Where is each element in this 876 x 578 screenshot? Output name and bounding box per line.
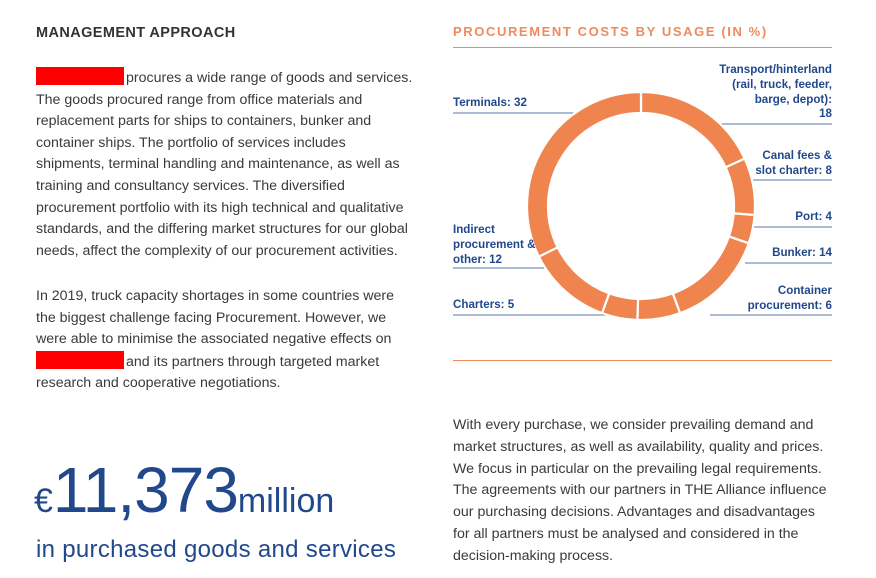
purchased-volume-figure: €11,373million (34, 458, 334, 522)
label-transport: Transport/hinterland (rail, truck, feede… (719, 63, 832, 122)
donut-slice-3 (671, 235, 751, 315)
redacted-company-name (36, 67, 124, 85)
label-charters: Charters: 5 (453, 298, 515, 311)
donut-slice-6 (537, 245, 611, 315)
purchased-volume-caption: in purchased goods and services (36, 536, 397, 563)
paragraph-1-text: procures a wide range of goods and servi… (36, 70, 413, 259)
donut-slice-1 (724, 157, 757, 217)
paragraph-procurement-scope: procures a wide range of goods and servi… (36, 67, 414, 262)
label-port: Port: 4 (795, 210, 832, 223)
label-transport-line-1: Transport/hinterland (719, 63, 832, 76)
donut-slice-4 (636, 291, 682, 322)
label-canal-line-2: slot charter: 8 (755, 163, 832, 177)
donut-slices (525, 90, 757, 322)
label-indirect: Indirect procurement & other: 12 (453, 223, 535, 267)
label-transport-line-4: 18 (819, 107, 832, 121)
label-transport-line-2: (rail, truck, feeder, (732, 77, 832, 91)
label-container-line-1: Container (777, 284, 832, 297)
label-terminals: Terminals: 32 (453, 96, 527, 109)
chart-top-rule (453, 47, 832, 48)
label-canal-line-1: Canal fees & (762, 149, 832, 162)
label-bunker: Bunker: 14 (772, 246, 832, 259)
currency-symbol: € (34, 482, 53, 520)
label-container-line-2: procurement: 6 (747, 298, 832, 312)
label-indirect-line-3: other: 12 (453, 252, 502, 266)
purchased-volume-unit: million (237, 482, 335, 520)
donut-slice-7 (525, 90, 643, 259)
label-transport-line-3: barge, depot): (754, 92, 832, 106)
paragraph-2-text-a: In 2019, truck capacity shortages in som… (36, 288, 395, 348)
purchased-volume-value: 11,373 (52, 454, 239, 526)
paragraph-2019-challenges: In 2019, truck capacity shortages in som… (36, 286, 414, 395)
chart-title: PROCUREMENT COSTS BY USAGE (IN %) (453, 24, 768, 39)
paragraph-purchasing-considerations: With every purchase, we consider prevail… (453, 417, 827, 564)
paragraph-2-text-b: and its partners through targeted market… (36, 353, 380, 392)
leader-lines (453, 112, 832, 316)
label-canal-fees: Canal fees & slot charter: 8 (755, 149, 832, 179)
section-title: MANAGEMENT APPROACH (36, 25, 236, 41)
redacted-company-name-2 (36, 350, 124, 369)
chart-bottom-rule (453, 360, 832, 361)
label-container: Container procurement: 6 (748, 284, 832, 314)
label-indirect-line-2: procurement & (453, 237, 536, 251)
label-indirect-line-1: Indirect (453, 223, 495, 236)
